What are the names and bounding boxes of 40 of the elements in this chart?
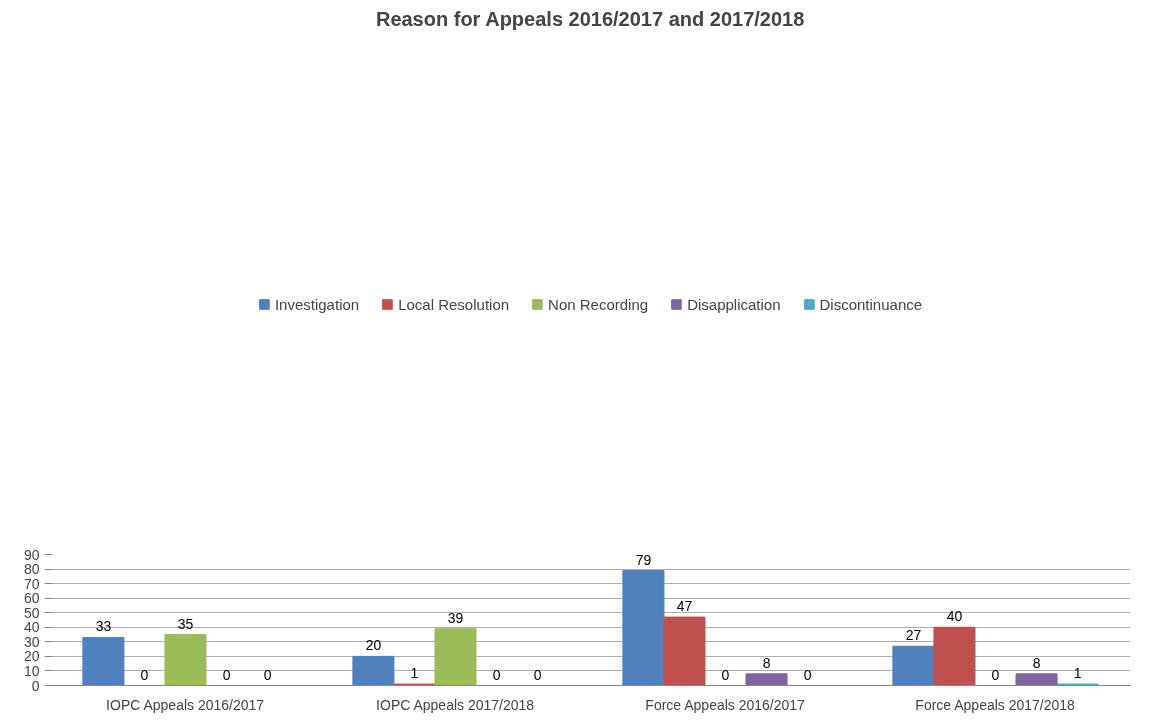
y-tick-label: 70 bbox=[23, 575, 40, 592]
data-label: 0 bbox=[140, 666, 149, 683]
y-tick-label: 0 bbox=[31, 677, 40, 694]
y-tick-label: 40 bbox=[23, 619, 40, 636]
y-tick-label: 60 bbox=[23, 590, 40, 607]
legend-label: Discontinuance bbox=[819, 295, 923, 313]
chart-title: Reason for Appeals 2016/2017 and 2017/2018 bbox=[375, 7, 805, 30]
x-tick-label: Force Appeals 2016/2017 bbox=[645, 696, 806, 713]
data-label: 8 bbox=[1032, 654, 1041, 671]
x-tick-label: Force Appeals 2017/2018 bbox=[915, 696, 1076, 713]
y-tick-label: 10 bbox=[23, 662, 40, 679]
data-label: 1 bbox=[410, 665, 419, 682]
data-label: 0 bbox=[263, 666, 272, 683]
data-label: 79 bbox=[635, 551, 652, 568]
data-label: 35 bbox=[177, 615, 194, 632]
data-label: 0 bbox=[721, 666, 730, 683]
data-label: 27 bbox=[905, 627, 922, 644]
legend-label: Non Recording bbox=[548, 295, 649, 313]
data-label: 20 bbox=[365, 637, 382, 654]
data-label: 0 bbox=[533, 666, 542, 683]
legend-label: Local Resolution bbox=[398, 295, 510, 313]
y-tick-label: 50 bbox=[23, 604, 40, 621]
data-label: 40 bbox=[946, 608, 963, 625]
legend-label: Investigation bbox=[274, 295, 360, 313]
x-tick-label: IOPC Appeals 2016/2017 bbox=[106, 696, 265, 713]
data-label: 1 bbox=[1073, 665, 1082, 682]
y-tick-label: 80 bbox=[23, 561, 40, 578]
data-label: 0 bbox=[991, 666, 1000, 683]
y-tick-label: 90 bbox=[23, 546, 40, 563]
data-label: 0 bbox=[492, 666, 501, 683]
y-tick-label: 20 bbox=[23, 648, 40, 665]
legend-label: Disapplication bbox=[687, 295, 781, 313]
data-label: 0 bbox=[803, 666, 812, 683]
data-label: 0 bbox=[222, 666, 231, 683]
data-label: 33 bbox=[95, 618, 112, 635]
x-tick-label: IOPC Appeals 2017/2018 bbox=[376, 696, 535, 713]
data-label: 8 bbox=[762, 654, 771, 671]
data-label: 47 bbox=[676, 598, 693, 615]
y-tick-label: 30 bbox=[23, 633, 40, 650]
data-label: 39 bbox=[447, 609, 464, 626]
